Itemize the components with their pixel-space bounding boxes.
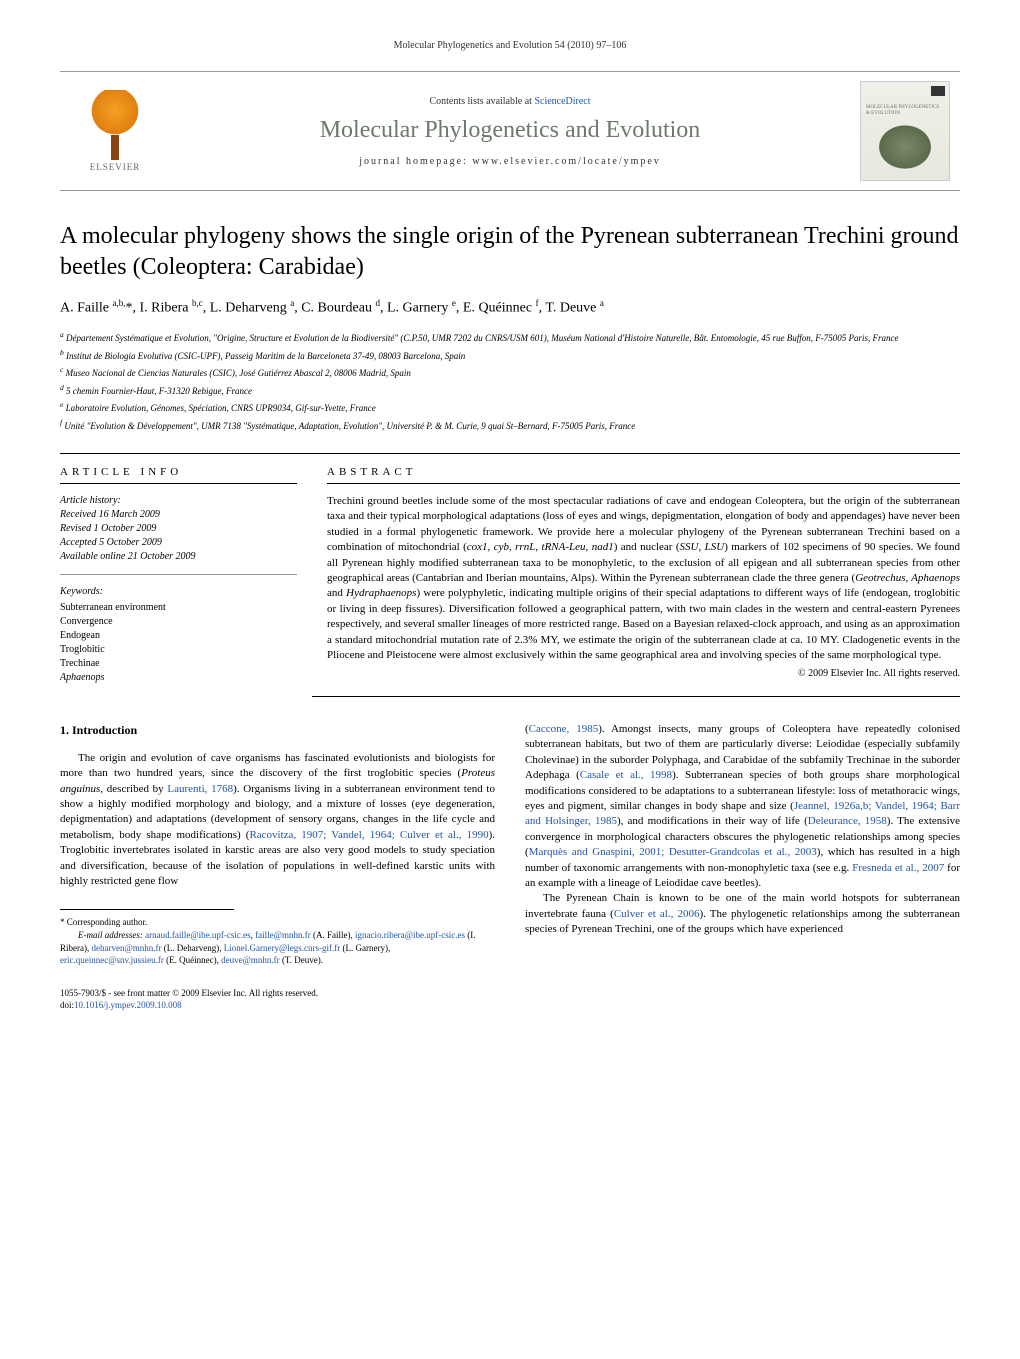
cover-flag-icon: [931, 86, 945, 96]
corresponding-author-note: * Corresponding author.: [60, 916, 495, 929]
sciencedirect-link[interactable]: ScienceDirect: [534, 96, 590, 107]
footer-doi: doi:10.1016/j.ympev.2009.10.008: [60, 999, 495, 1012]
abstract-copyright: © 2009 Elsevier Inc. All rights reserved…: [327, 668, 960, 679]
history-line: Available online 21 October 2009: [60, 550, 297, 564]
cover-title-text: MOLECULAR PHYLOGENETICS & EVOLUTION: [866, 105, 944, 117]
banner-center: Contents lists available at ScienceDirec…: [170, 96, 850, 167]
cover-tree-icon: [875, 122, 935, 172]
doi-link[interactable]: 10.1016/j.ympev.2009.10.008: [74, 1000, 182, 1010]
intro-para-2: (Caccone, 1985). Amongst insects, many g…: [525, 722, 960, 891]
abstract-column: ABSTRACT Trechini ground beetles include…: [312, 454, 960, 697]
keyword-item: Trechinae: [60, 657, 297, 671]
elsevier-logo: ELSEVIER: [70, 81, 160, 181]
article-history-block: Article history: Received 16 March 2009 …: [60, 494, 297, 575]
affiliation-line: c Museo Nacional de Ciencias Naturales (…: [60, 364, 960, 381]
affiliation-line: d 5 chemin Fournier-Haut, F-31320 Rebigu…: [60, 382, 960, 399]
footer-block: 1055-7903/$ - see front matter © 2009 El…: [60, 987, 495, 1012]
running-header: Molecular Phylogenetics and Evolution 54…: [60, 40, 960, 51]
article-info-column: ARTICLE INFO Article history: Received 1…: [60, 454, 312, 697]
article-title: A molecular phylogeny shows the single o…: [60, 221, 960, 283]
affiliation-line: a Département Systématique et Evolution,…: [60, 329, 960, 346]
intro-para-3: The Pyrenean Chain is known to be one of…: [525, 891, 960, 937]
history-line: Accepted 5 October 2009: [60, 536, 297, 550]
doi-prefix: doi:: [60, 1000, 74, 1010]
affiliation-line: e Laboratoire Evolution, Génomes, Spécia…: [60, 399, 960, 416]
keyword-item: Subterranean environment: [60, 601, 297, 615]
homepage-prefix: journal homepage:: [359, 156, 472, 167]
history-line: Received 16 March 2009: [60, 508, 297, 522]
affiliation-line: b Institut de Biologia Evolutiva (CSIC-U…: [60, 347, 960, 364]
footnote-rule: [60, 909, 234, 910]
abstract-text: Trechini ground beetles include some of …: [327, 494, 960, 663]
journal-homepage: journal homepage: www.elsevier.com/locat…: [170, 156, 850, 167]
history-label: Article history:: [60, 494, 297, 508]
affiliations-block: a Département Systématique et Evolution,…: [60, 329, 960, 433]
contents-prefix: Contents lists available at: [429, 96, 534, 107]
keyword-item: Troglobitic: [60, 643, 297, 657]
journal-banner: ELSEVIER Contents lists available at Sci…: [60, 71, 960, 191]
elsevier-text: ELSEVIER: [90, 162, 141, 172]
journal-cover-thumbnail: MOLECULAR PHYLOGENETICS & EVOLUTION: [860, 81, 950, 181]
keywords-label: Keywords:: [60, 585, 297, 599]
elsevier-tree-icon: [85, 90, 145, 160]
homepage-url: www.elsevier.com/locate/ympev: [472, 156, 660, 167]
right-column: (Caccone, 1985). Amongst insects, many g…: [525, 722, 960, 1012]
info-abstract-row: ARTICLE INFO Article history: Received 1…: [60, 453, 960, 697]
footer-copyright: 1055-7903/$ - see front matter © 2009 El…: [60, 987, 495, 1000]
contents-line: Contents lists available at ScienceDirec…: [170, 96, 850, 107]
keyword-item: Endogean: [60, 629, 297, 643]
left-column: 1. Introduction The origin and evolution…: [60, 722, 495, 1012]
affiliation-line: f Unité "Evolution & Développement", UMR…: [60, 417, 960, 434]
footnotes-block: * Corresponding author. E-mail addresses…: [60, 916, 495, 966]
abstract-header: ABSTRACT: [327, 466, 960, 484]
intro-heading: 1. Introduction: [60, 722, 495, 739]
article-info-header: ARTICLE INFO: [60, 466, 297, 484]
keywords-block: Keywords: Subterranean environmentConver…: [60, 585, 297, 685]
keyword-item: Convergence: [60, 615, 297, 629]
intro-para-1: The origin and evolution of cave organis…: [60, 751, 495, 890]
history-line: Revised 1 October 2009: [60, 522, 297, 536]
body-columns: 1. Introduction The origin and evolution…: [60, 722, 960, 1012]
email-addresses: E-mail addresses: arnaud.faille@ibe.upf-…: [60, 929, 495, 967]
authors-line: A. Faille a,b,*, I. Ribera b,c, L. Dehar…: [60, 298, 960, 317]
journal-name: Molecular Phylogenetics and Evolution: [170, 117, 850, 144]
keyword-item: Aphaenops: [60, 671, 297, 685]
